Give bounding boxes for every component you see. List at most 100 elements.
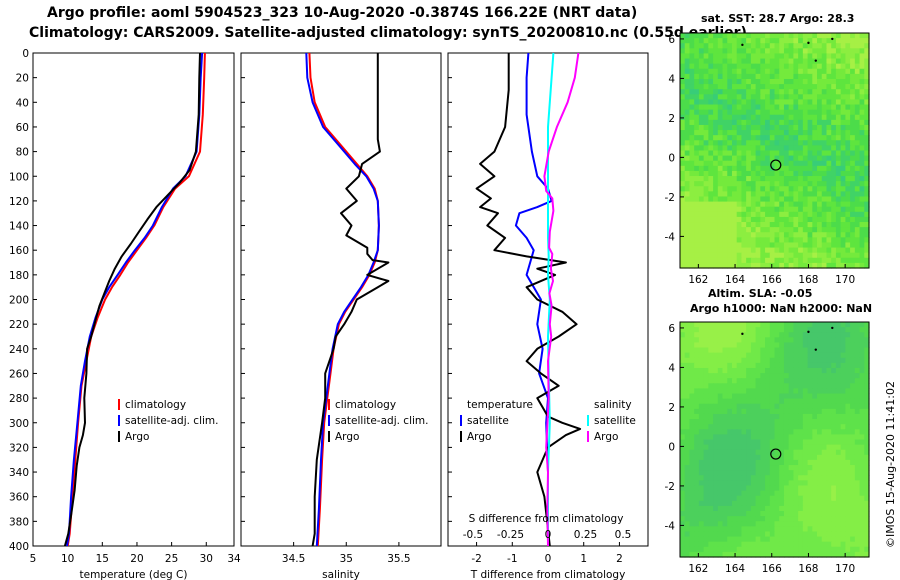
sst-map-cell [703,206,709,213]
sst-map-cell [722,262,728,269]
sst-map-cell [783,176,790,182]
sst-map-cell [798,89,804,95]
sla-map-cell [802,393,809,400]
sla-map-cell [741,459,747,466]
sla-map-cell [854,521,861,527]
sst-map-cell [845,73,851,80]
sst-map-cell [769,94,776,101]
sst-map-cell [802,211,809,218]
sla-map-cell [746,495,752,502]
sst-map-cell [807,68,813,75]
sla-map-cell [854,470,861,476]
sla-map-cell [864,516,870,522]
sla-map-cell [779,413,785,420]
sla-map-cell [807,388,813,395]
sst-map-cell [788,186,794,192]
sst-map-cell [859,140,865,146]
sla-map-cell [779,511,785,517]
sst-map-cell [774,206,780,213]
sst-map-cell [750,114,757,121]
sla-map-cell [783,352,790,359]
sst-map-cell [760,78,766,85]
sla-map-cell [821,383,828,390]
sst-map-cell [731,150,738,157]
sst-map-cell [788,73,794,80]
sst-map-cell [755,222,761,228]
sla-map-cell [713,378,719,384]
sla-map-cell [717,526,724,533]
sla-map-cell [807,419,813,425]
sla-map-cell [680,388,686,395]
sst-map-cell [779,181,785,187]
sla-map-cell [802,337,809,344]
sst-map-cell [717,145,724,152]
sla-map-cell [812,408,818,415]
sst-map-cell [731,63,738,70]
sst-map-cell [722,33,728,39]
sla-map-cell [850,378,856,384]
sst-map-cell [717,63,724,70]
sla-map-cell [680,465,686,471]
sla-map-cell [821,322,828,328]
sst-map-cell [821,78,828,85]
sst-map-cell [769,99,776,106]
sla-map-cell [765,511,771,517]
sla-map-cell [854,327,861,333]
sla-map-cell [831,495,837,502]
sla-map-cell [750,521,757,527]
sla-map-cell [779,378,785,384]
sst-map-cell [798,247,804,254]
sla-map-cell [765,531,771,538]
sla-map-cell [769,444,776,451]
sla-map-cell [680,500,686,507]
sst-map-cell [859,262,865,269]
sst-map-cell [854,89,861,95]
sst-map-cell [788,114,794,121]
sst-map-cell [765,58,771,65]
sla-map-cell [727,373,733,379]
sst-map-cell [722,181,728,187]
sla-map-cell [793,439,799,446]
sla-map-cell [835,511,842,517]
sla-map-cell [821,439,828,446]
sst-map-cell [765,43,771,49]
sla-map-cell [689,526,695,533]
sla-map-cell [798,449,804,456]
sla-map-cell [750,337,757,344]
sst-map-cell [755,211,761,218]
sla-map-cell [698,511,705,517]
sst-map-cell [755,165,761,172]
sst-map-cell [859,104,865,111]
sla-map-cell [798,357,804,364]
sla-map-cell [840,434,846,441]
sla-map-cell [845,459,851,466]
sst-map-cell [850,170,856,177]
sla-map-cell [864,383,870,390]
sst-map-cell [864,63,870,70]
sst-map-cell [717,176,724,182]
sla-map-cell [694,449,700,456]
sst-map-cell [765,135,771,141]
sla-map-cell [864,347,870,354]
sst-map-cell [840,84,846,90]
sla-map-cell [750,327,757,333]
sst-map-cell [741,237,747,244]
sla-map-cell [840,357,846,364]
sla-map-cell [783,362,790,369]
sla-map-cell [835,383,842,390]
sst-map-cell [741,262,747,269]
sla-map-cell [689,490,695,497]
sst-map-cell [746,222,752,228]
sst-map-cell [713,58,719,65]
sla-map-cell [750,403,757,410]
sla-map-cell [769,475,776,481]
sla-map-cell [788,511,794,517]
sla-map-cell [802,526,809,533]
sla-map-cell [750,459,757,466]
sst-map-cell [708,94,714,101]
sst-map-cell [798,222,804,228]
sst-map-cell [793,89,799,95]
sst-map-cell [746,262,752,269]
sla-map-cell [793,413,799,420]
sst-map-cell [859,186,865,192]
